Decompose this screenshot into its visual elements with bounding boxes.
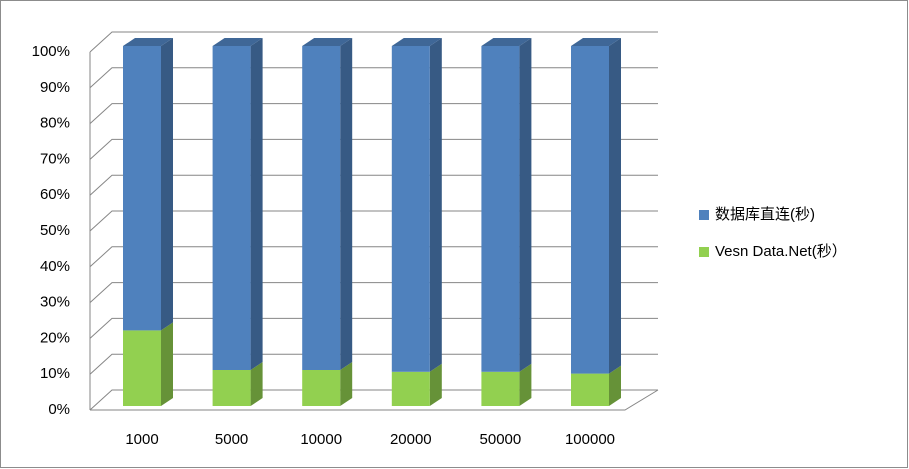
grid (89, 31, 659, 411)
y-tick-label: 100% (32, 43, 70, 60)
y-tick-label: 40% (40, 258, 70, 275)
x-tick-label: 1000 (125, 431, 158, 448)
bar (571, 373, 609, 406)
x-tick-label: 5000 (215, 431, 248, 448)
bar (123, 46, 161, 331)
bar-side (340, 38, 353, 370)
bar (212, 370, 251, 406)
y-tick-label: 70% (40, 150, 70, 167)
grid-line (89, 317, 658, 339)
legend-swatch (699, 247, 709, 257)
grid-line (89, 353, 658, 375)
bar (302, 46, 341, 370)
y-tick-label: 20% (40, 329, 70, 346)
bar-side (519, 38, 532, 372)
y-tick-label: 60% (40, 186, 70, 203)
bar (212, 46, 251, 370)
grid-line (89, 31, 658, 53)
bar-side (429, 38, 442, 372)
x-tick-label: 50000 (480, 431, 522, 448)
x-tick-label: 100000 (565, 431, 615, 448)
bars (123, 38, 621, 406)
bar (481, 371, 520, 406)
y-tick-label: 0% (48, 401, 70, 418)
bar-side (429, 363, 442, 406)
bar (481, 46, 520, 372)
bar-top (212, 38, 263, 46)
bar (571, 46, 609, 374)
legend-label: 数据库直连(秒) (715, 206, 815, 223)
bar (391, 46, 430, 372)
grid-line (89, 138, 658, 160)
grid-line (89, 174, 658, 196)
bar (123, 330, 161, 406)
y-tick-label: 80% (40, 115, 70, 132)
bar (391, 371, 430, 406)
floor-edge (90, 389, 659, 411)
grid-line (89, 246, 658, 268)
bar-side (609, 38, 621, 374)
grid-line (89, 282, 658, 303)
bar-top (302, 38, 353, 46)
y-tick-label: 10% (40, 365, 70, 382)
bar-side (161, 38, 173, 331)
grid-line (89, 210, 658, 232)
bar-side (250, 362, 263, 406)
bar (302, 370, 341, 406)
y-tick-label: 30% (40, 294, 70, 311)
legend-label: Vesn Data.Net(秒） (715, 243, 847, 260)
x-tick-label: 20000 (390, 431, 432, 448)
bar-top (481, 38, 532, 46)
bar-side (609, 365, 621, 406)
bar-side (161, 322, 173, 406)
grid-line (89, 67, 658, 89)
legend: 数据库直连(秒) Vesn Data.Net(秒） (699, 206, 847, 260)
legend-swatch (699, 210, 709, 220)
y-tick-label: 50% (40, 222, 70, 239)
grid-line (89, 103, 658, 124)
y-tick-label: 90% (40, 79, 70, 96)
x-tick-label: 10000 (300, 431, 342, 448)
bar-top (123, 38, 173, 46)
bar-side (250, 38, 263, 370)
labels: 0% 10% 20% 30% 40% 50% 60% 70% 80% 90% 100% 1000 500… (32, 43, 615, 448)
bar-top (391, 38, 442, 46)
bar-top (571, 38, 621, 46)
grid-line (89, 389, 658, 411)
bar-side (340, 362, 353, 406)
bar-side (519, 363, 532, 406)
